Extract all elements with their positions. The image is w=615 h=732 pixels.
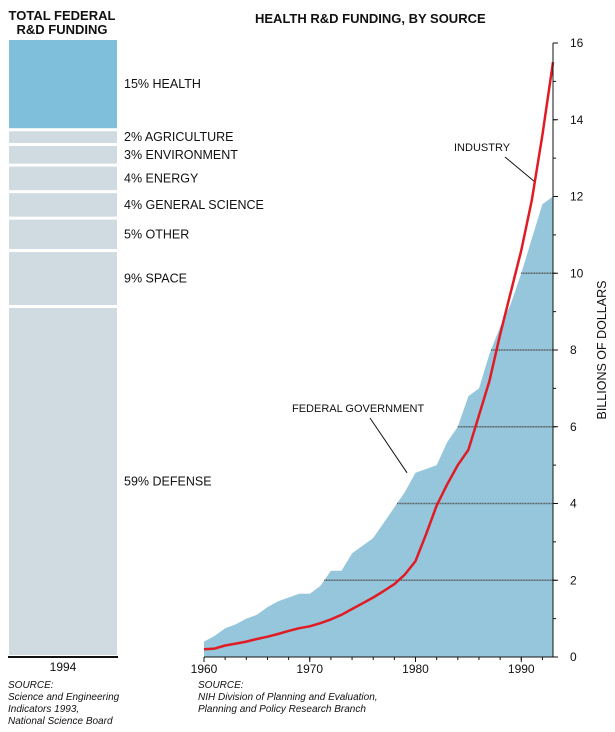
left-chart-title: TOTAL FEDERAL R&D FUNDING xyxy=(8,8,116,37)
industry-annotation: INDUSTRY xyxy=(454,142,511,154)
y-axis-label: BILLIONS OF DOLLARS xyxy=(595,281,609,420)
bar-segment-0 xyxy=(9,40,117,129)
bar-segment-4 xyxy=(9,193,117,217)
y-tick-label-4: 8 xyxy=(570,343,577,357)
federal-leader-line xyxy=(369,417,408,474)
bar-segment-label-7: 59% DEFENSE xyxy=(124,475,212,489)
bar-segment-2 xyxy=(9,145,117,164)
bar-segment-6 xyxy=(9,252,117,306)
bar-category-label: 1994 xyxy=(50,660,77,674)
right-chart-title: HEALTH R&D FUNDING, BY SOURCE xyxy=(255,11,486,26)
industry-line xyxy=(203,62,555,651)
federal-government-area xyxy=(204,196,553,657)
federal-funding-stacked-bar: 15% HEALTH 2% AGRICULTURE 3% ENVIRONMENT 4%… xyxy=(8,40,264,674)
y-tick-label-7: 14 xyxy=(570,113,584,127)
bar-segment-label-4: 4% GENERAL SCIENCE xyxy=(124,198,264,212)
left-source-note: SOURCE: Science and Engineering Indicato… xyxy=(8,680,120,727)
bar-segment-label-2: 3% ENVIRONMENT xyxy=(124,148,238,162)
right-source-note: SOURCE: NIH Division of Planning and Eva… xyxy=(198,680,378,715)
y-tick-label-3: 6 xyxy=(570,420,577,434)
y-tick-label-1: 2 xyxy=(570,573,577,587)
x-tick-label-0: 1960 xyxy=(191,662,218,676)
y-tick-label-0: 0 xyxy=(570,650,577,664)
health-funding-area-chart: 1960 1970 1980 1990 0 2 4 6 8 10 12 14 16 BILLIONS OF… xyxy=(191,36,609,676)
bar-segment-7 xyxy=(9,308,117,655)
x-tick-label-1: 1970 xyxy=(296,662,323,676)
bar-segment-5 xyxy=(9,219,117,250)
bar-segment-1 xyxy=(9,131,117,143)
y-tick-label-6: 12 xyxy=(570,190,584,204)
y-tick-label-8: 16 xyxy=(570,36,584,50)
y-tick-label-5: 10 xyxy=(570,266,584,280)
bar-segment-label-5: 5% OTHER xyxy=(124,227,189,241)
bar-segment-label-0: 15% HEALTH xyxy=(124,77,201,91)
bar-segment-3 xyxy=(9,166,117,191)
industry-leader-line xyxy=(504,156,535,182)
y-tick-label-2: 4 xyxy=(570,497,577,511)
x-tick-label-3: 1990 xyxy=(508,662,535,676)
bar-segment-label-3: 4% ENERGY xyxy=(124,171,199,185)
x-tick-label-2: 1980 xyxy=(402,662,429,676)
bar-segment-label-1: 2% AGRICULTURE xyxy=(124,130,234,144)
federal-annotation: FEDERAL GOVERNMENT xyxy=(292,403,425,415)
bar-segment-label-6: 9% SPACE xyxy=(124,272,187,286)
